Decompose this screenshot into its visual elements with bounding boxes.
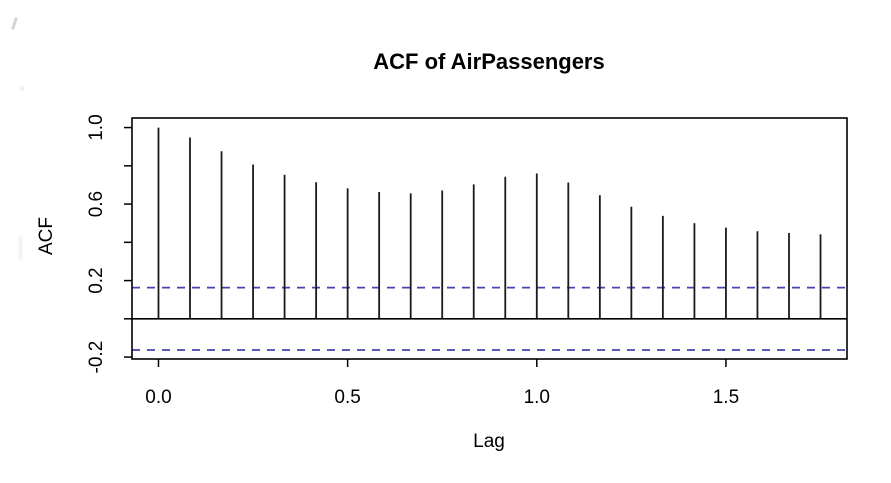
plot-box [131,117,848,360]
y-axis-label: ACF [36,217,57,255]
y-tick-label: 1.0 [86,114,107,140]
x-tick-label: 1.0 [524,387,550,408]
y-tick-label: -0.2 [86,341,107,374]
y-tick-label: 0.2 [86,267,107,293]
smudge-artifact [19,236,22,260]
x-axis-label: Lag [473,431,505,452]
x-tick-label: 0.0 [145,387,171,408]
chart-title: ACF of AirPassengers [373,49,604,74]
x-tick-label: 0.5 [334,387,360,408]
x-tick-label: 1.5 [713,387,739,408]
plot-area: 0.0 0.5 1.0 1.5 -0.2 0.2 0.6 1.0 [86,114,848,408]
smudge-artifact [20,86,24,91]
y-tick-label: 0.6 [86,191,107,217]
